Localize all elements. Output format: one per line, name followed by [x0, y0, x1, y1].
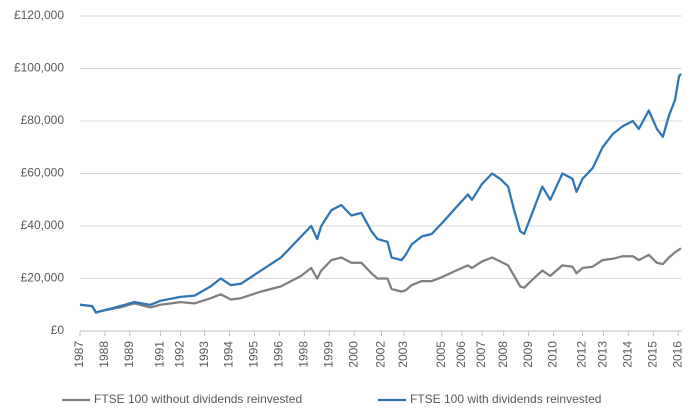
- x-tick-label: 1998: [296, 341, 310, 368]
- x-tick-label: 1995: [247, 341, 261, 368]
- y-tick-label: £20,000: [21, 271, 65, 285]
- x-tick-label: 2015: [645, 341, 659, 368]
- x-tick-label: 1993: [197, 341, 211, 368]
- y-tick-label: £100,000: [14, 61, 64, 75]
- x-tick-label: 2003: [396, 341, 410, 368]
- x-tick-label: 1989: [122, 341, 136, 368]
- x-tick-label: 2010: [546, 341, 560, 368]
- x-tick-label: 2016: [670, 341, 684, 368]
- series-line: [79, 73, 682, 314]
- x-tick-label: 1994: [222, 341, 236, 368]
- y-tick-label: £0: [51, 323, 65, 337]
- legend-label: FTSE 100 with dividends reinvested: [410, 392, 601, 406]
- x-tick-label: 2002: [374, 341, 388, 368]
- x-tick-label: 2000: [346, 341, 360, 368]
- x-tick-label: 1987: [72, 341, 86, 368]
- x-tick-label: 2005: [434, 341, 448, 368]
- y-tick-label: £40,000: [21, 218, 65, 232]
- x-tick-label: 1996: [272, 341, 286, 368]
- x-tick-label: 2012: [575, 341, 589, 368]
- x-tick-label: 1991: [153, 341, 167, 368]
- y-tick-label: £60,000: [21, 166, 65, 180]
- legend-label: FTSE 100 without dividends reinvested: [94, 392, 302, 406]
- x-tick-label: 2006: [454, 341, 468, 368]
- y-tick-label: £120,000: [14, 8, 64, 22]
- x-tick-label: 2008: [496, 341, 510, 368]
- y-tick-label: £80,000: [21, 113, 65, 127]
- x-tick-label: 2014: [621, 341, 635, 368]
- x-tick-label: 1992: [173, 341, 187, 368]
- x-tick-label: 1988: [97, 341, 111, 368]
- x-tick-label: 1999: [321, 341, 335, 368]
- x-tick-label: 2009: [521, 341, 535, 368]
- x-tick-label: 2013: [596, 341, 610, 368]
- x-tick-label: 2007: [474, 341, 488, 368]
- series-line: [79, 247, 682, 314]
